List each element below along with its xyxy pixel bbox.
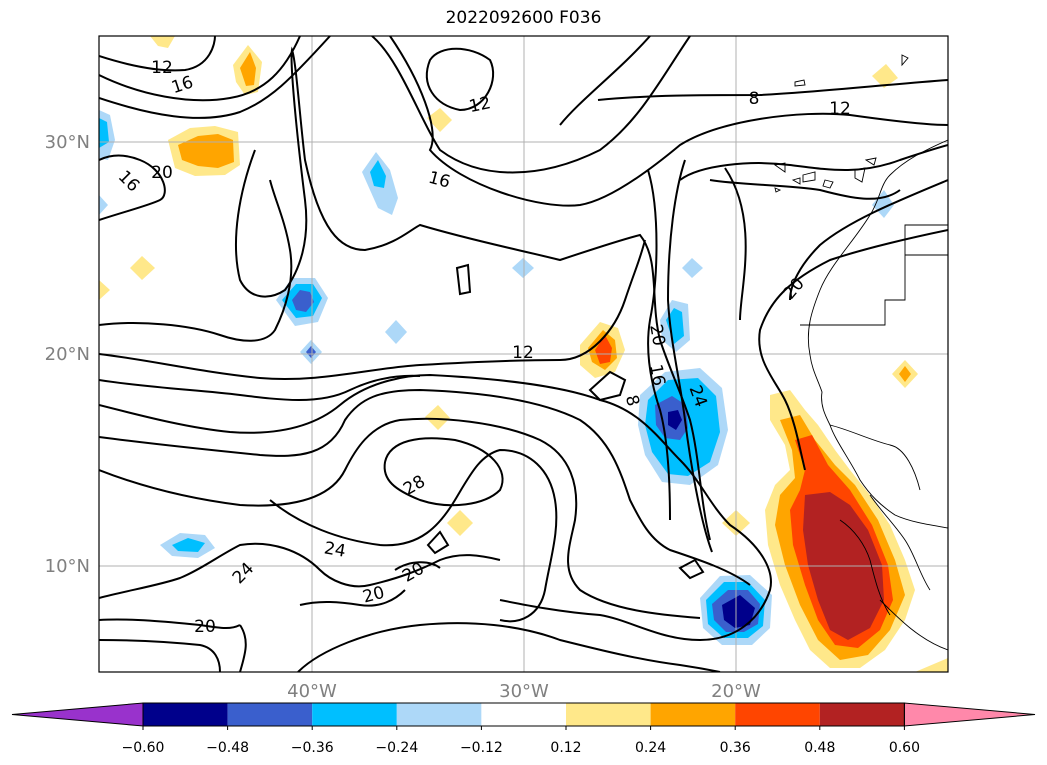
colorbar-tick-label: −0.60 — [122, 740, 165, 756]
contour-label: 20 — [194, 617, 216, 637]
contour-label: 8 — [621, 393, 643, 409]
lat-label-10n: 10°N — [45, 556, 90, 577]
lon-label-30w: 30°W — [499, 681, 549, 702]
lat-label-20n: 20°N — [45, 344, 90, 365]
colorbar-tick-label: −0.24 — [375, 740, 418, 756]
colorbar-segment — [143, 703, 228, 726]
colorbar-tick-label: 0.12 — [550, 740, 581, 756]
colorbar-tick-label: −0.48 — [206, 740, 249, 756]
colorbar-tick-label: −0.36 — [291, 740, 334, 756]
colorbar-segment — [650, 703, 736, 726]
colorbar-segment — [396, 703, 482, 726]
contour-label: 12 — [829, 99, 851, 119]
colorbar-segment — [735, 703, 820, 726]
colorbar-segment — [227, 703, 313, 726]
contour-label: 20 — [151, 163, 173, 183]
contour-label: 12 — [151, 58, 173, 78]
graticule — [99, 36, 948, 672]
lon-label-40w: 40°W — [287, 681, 337, 702]
lat-label-30n: 30°N — [45, 132, 90, 153]
colorbar-segment — [566, 703, 651, 726]
map-title: 2022092600 F036 — [445, 8, 602, 28]
colorbar-outline — [142, 702, 905, 727]
colorbar-tick-label: 0.60 — [889, 740, 920, 756]
contour-label: 16 — [645, 363, 668, 388]
colorbar-segment — [481, 703, 566, 726]
contour-label: 12 — [512, 343, 534, 363]
axis-labels: 30°N 20°N 10°N 40°W 30°W 20°W — [45, 132, 761, 702]
colorbar-segment — [819, 703, 905, 726]
contour-label: 20 — [645, 323, 668, 348]
lon-label-20w: 20°W — [711, 681, 761, 702]
colorbar-tick-label: 0.24 — [635, 740, 666, 756]
colorbar-tick-label: 0.36 — [720, 740, 751, 756]
colorbar: −0.60 −0.48 −0.36 −0.24 −0.12 0.12 0.24 0.36 0.4… — [11, 702, 1036, 756]
contour-label: 8 — [749, 89, 760, 109]
colorbar-tick-label: 0.48 — [804, 740, 835, 756]
coastline — [773, 54, 948, 651]
colorbar-tick-label: −0.12 — [460, 740, 503, 756]
colorbar-extend-max — [903, 702, 1036, 727]
plot-frame — [98, 35, 949, 673]
colorbar-segment — [312, 703, 397, 726]
contour-label: 12 — [467, 93, 492, 117]
colorbar-extend-min — [11, 702, 144, 727]
contour-lines — [99, 36, 948, 672]
contour-label: 24 — [322, 538, 347, 561]
